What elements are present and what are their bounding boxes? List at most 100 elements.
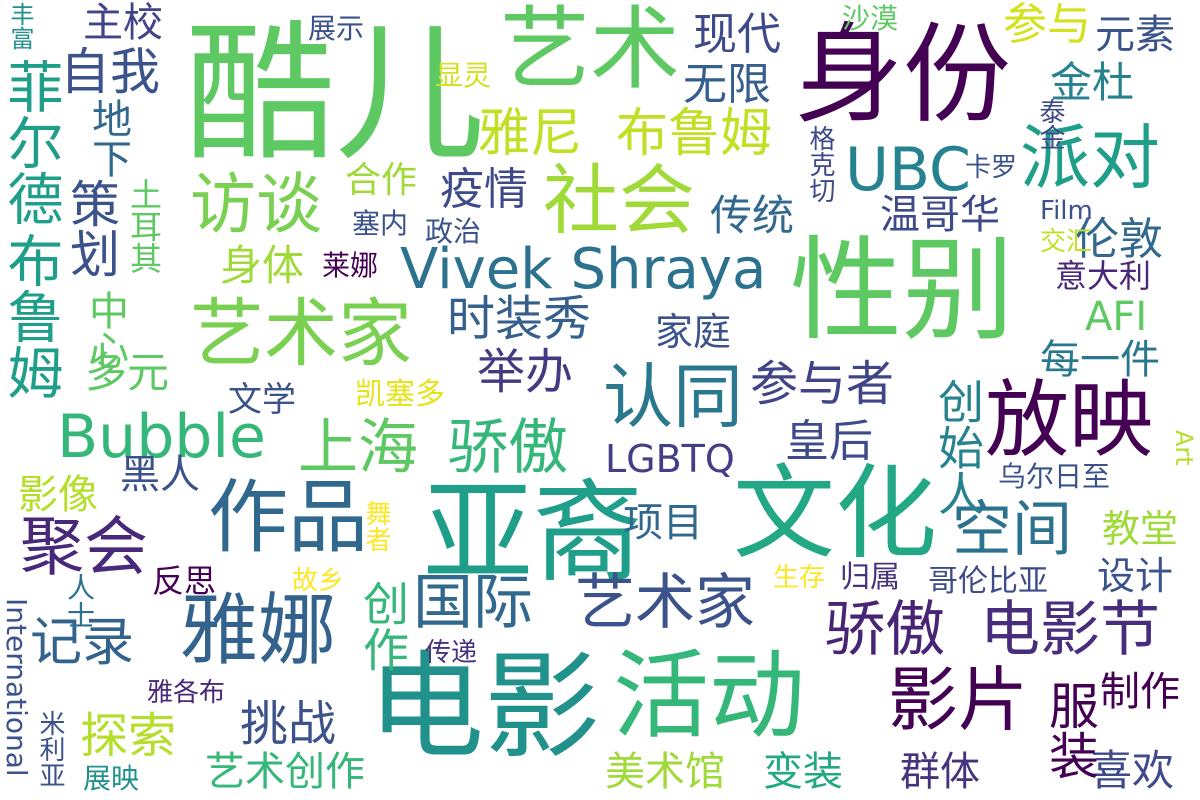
word-cloud-term: 聚会 [20, 511, 148, 585]
word-cloud-term: 群体 [900, 749, 980, 795]
word-cloud-term: 艺术 [500, 0, 680, 102]
word-cloud-term: 艺术家 [575, 568, 755, 638]
word-cloud-term: 哥伦比亚 [928, 564, 1048, 599]
word-cloud-term: 雅尼 [478, 104, 583, 164]
word-cloud-term: 黑人 [120, 452, 200, 498]
word-cloud-term: 皇后 [785, 416, 873, 467]
word-cloud-term: 传递 [425, 638, 478, 668]
word-cloud-term: 人士 [63, 573, 96, 629]
word-cloud-term: 艺术家 [190, 291, 412, 377]
word-cloud-term: 中心 [82, 290, 128, 370]
word-cloud-term: 变装 [763, 749, 843, 795]
word-cloud-term: 米利亚 [35, 710, 65, 788]
word-cloud-term: 制作 [1100, 669, 1180, 715]
word-cloud-term: 显灵 [435, 59, 492, 92]
word-cloud-term: 上海 [298, 413, 418, 483]
word-cloud-term: 政治 [425, 215, 482, 248]
word-cloud-term: 活动 [613, 640, 805, 752]
word-cloud-term: 地下 [85, 98, 131, 178]
word-cloud-term: AFI [1085, 294, 1148, 340]
word-cloud-term: 故乡 [292, 566, 345, 596]
word-cloud-term: 骄傲 [825, 595, 945, 665]
word-cloud-term: 记录 [30, 613, 135, 673]
word-cloud-term: 归属 [840, 560, 900, 595]
word-cloud-term: 国际 [413, 568, 533, 638]
word-cloud-term: 菲尔德 [0, 58, 63, 226]
word-cloud-term: 温哥华 [880, 192, 1000, 238]
word-cloud-term: 泰金 [1035, 98, 1065, 150]
word-cloud-term: 骄傲 [448, 413, 568, 483]
word-cloud-term: 服装 [1041, 680, 1099, 780]
word-cloud-term: Art [1170, 430, 1198, 466]
word-cloud-term: 空间 [952, 495, 1072, 565]
word-cloud-term: 沙漠 [842, 2, 899, 35]
word-cloud-term: 无限 [683, 59, 771, 110]
word-cloud-term: 丰富 [6, 2, 34, 50]
word-cloud-term: 元素 [1095, 12, 1175, 58]
word-cloud-term: 性别 [790, 226, 1014, 356]
word-cloud-term: 电影 [368, 640, 600, 775]
word-cloud-term: 布鲁姆 [616, 104, 773, 164]
word-cloud-term: 布鲁姆 [0, 232, 63, 400]
word-cloud-term: 传统 [710, 191, 795, 240]
word-cloud-term: 教堂 [1102, 507, 1179, 551]
word-cloud-term: 时装秀 [447, 291, 592, 347]
word-cloud-term: 交汇 [1040, 227, 1093, 257]
word-cloud-term: 雅娜 [180, 586, 337, 676]
word-cloud-term: 乌尔日至 [998, 460, 1111, 493]
word-cloud-term: 文学 [228, 380, 296, 420]
word-cloud-term: 派对 [1020, 117, 1160, 199]
word-cloud-term: 反思 [152, 562, 217, 600]
word-cloud-term: 格克切 [805, 125, 835, 203]
word-cloud-term: 展映 [83, 762, 140, 795]
word-cloud-term: 设计 [1097, 554, 1174, 598]
word-cloud-term: UBC [845, 135, 971, 205]
word-cloud-term: 创始人 [931, 378, 985, 516]
word-cloud-term: 挑战 [240, 696, 337, 752]
word-cloud-term: 策划 [62, 178, 120, 278]
word-cloud-term: 项目 [623, 500, 703, 546]
word-cloud-term: Vivek Shraya [400, 237, 767, 302]
word-cloud-term: 艺术创作 [205, 749, 365, 795]
word-cloud-term: 亚裔 [423, 469, 643, 597]
word-cloud-term: 展示 [308, 12, 365, 45]
word-cloud-term: 塞内 [352, 207, 409, 240]
word-cloud-term: LGBTQ [605, 437, 735, 481]
word-cloud-term: 主校 [83, 0, 163, 46]
word-cloud-term: 喜欢 [1090, 746, 1175, 795]
word-cloud-term: 社会 [543, 156, 695, 245]
word-cloud-term: 合作 [345, 160, 418, 201]
word-cloud-term: 电影节 [980, 595, 1160, 665]
word-cloud-term: 雅各布 [147, 678, 226, 708]
word-cloud-term: 金杜 [1050, 58, 1135, 107]
word-cloud-term: 美术馆 [605, 749, 725, 795]
word-cloud-term: 土耳其 [125, 178, 163, 274]
word-cloud-term: 酷儿 [185, 8, 486, 182]
word-cloud-term: 参与者 [750, 356, 895, 412]
word-cloud-term: 文化 [733, 455, 937, 574]
word-cloud-term: 多元 [85, 348, 170, 397]
word-cloud-term: 莱娜 [322, 249, 379, 282]
word-cloud-term: 意大利 [1055, 257, 1152, 295]
word-cloud-term: 家庭 [655, 310, 732, 354]
word-cloud-term: 自我 [60, 43, 160, 101]
word-cloud-term: 现代 [693, 9, 781, 60]
word-cloud-term: International [0, 598, 33, 777]
word-cloud-term: 访谈 [190, 166, 322, 243]
word-cloud-term: 伦敦 [1075, 214, 1163, 265]
word-cloud-term: 举办 [477, 344, 574, 400]
word-cloud-term: 影片 [888, 659, 1028, 741]
word-cloud-term: 疫情 [440, 164, 528, 215]
word-cloud-term: 卡罗 [965, 153, 1018, 183]
word-cloud-term: 每一件 [1040, 337, 1160, 383]
word-cloud-term: 舞者 [361, 500, 391, 552]
word-cloud-term: 生存 [773, 563, 826, 593]
word-cloud-term: Film [1040, 196, 1093, 226]
word-cloud-term: 探索 [80, 708, 177, 764]
word-cloud-term: 身份 [795, 13, 1012, 138]
word-cloud-term: 放映 [985, 371, 1154, 469]
word-cloud-term: Bubble [57, 402, 266, 472]
word-cloud-term: 影像 [18, 472, 98, 518]
word-cloud-term: 身体 [220, 241, 305, 290]
